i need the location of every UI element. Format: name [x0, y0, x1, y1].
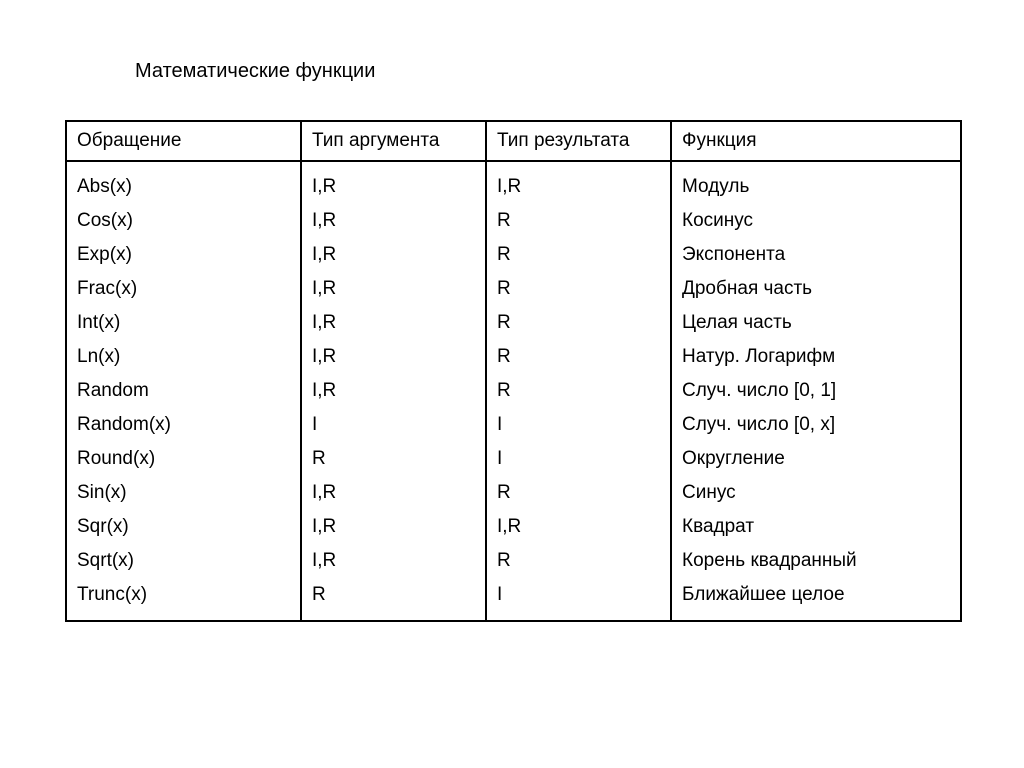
col-header-func: Функция — [671, 121, 961, 161]
cell-line: I,R — [312, 510, 475, 544]
cell-line: I,R — [312, 204, 475, 238]
page: Математические функции Обращение Тип арг… — [0, 0, 1024, 768]
table-header-row: Обращение Тип аргумента Тип результата Ф… — [66, 121, 961, 161]
cell-line: Frac(x) — [77, 272, 290, 306]
cell-line: R — [497, 204, 660, 238]
cell-line: I,R — [497, 170, 660, 204]
cell-line: R — [497, 374, 660, 408]
cell-line: Int(x) — [77, 306, 290, 340]
cell-line: I,R — [312, 340, 475, 374]
cell-line: I — [497, 578, 660, 612]
cell-line: I — [312, 408, 475, 442]
cell-line: Sqr(x) — [77, 510, 290, 544]
col-header-argtype: Тип аргумента — [301, 121, 486, 161]
cell-line: Ln(x) — [77, 340, 290, 374]
col-header-restype: Тип результата — [486, 121, 671, 161]
cell-line: I,R — [312, 544, 475, 578]
cell-line: Cos(x) — [77, 204, 290, 238]
cell-line: I,R — [312, 238, 475, 272]
cell-line: Ближайшее целое — [682, 578, 950, 612]
cell-line: R — [497, 476, 660, 510]
cell-line: Random — [77, 374, 290, 408]
cell-line: Round(x) — [77, 442, 290, 476]
cell-line: R — [312, 442, 475, 476]
cell-line: Косинус — [682, 204, 950, 238]
cell-line: Случ. число [0, 1] — [682, 374, 950, 408]
cell-line: Exp(x) — [77, 238, 290, 272]
cell-restype: I,RRRRRRRIIRI,RRI — [486, 161, 671, 621]
cell-line: Trunc(x) — [77, 578, 290, 612]
cell-line: R — [497, 238, 660, 272]
functions-table: Обращение Тип аргумента Тип результата Ф… — [65, 120, 962, 622]
cell-line: Random(x) — [77, 408, 290, 442]
cell-argtype: I,RI,RI,RI,RI,RI,RI,RIRI,RI,RI,RR — [301, 161, 486, 621]
cell-line: Sqrt(x) — [77, 544, 290, 578]
cell-line: R — [312, 578, 475, 612]
cell-line: Случ. число [0, x] — [682, 408, 950, 442]
col-header-call: Обращение — [66, 121, 301, 161]
cell-line: R — [497, 272, 660, 306]
cell-line: I,R — [312, 476, 475, 510]
cell-line: I,R — [312, 374, 475, 408]
table-head: Обращение Тип аргумента Тип результата Ф… — [66, 121, 961, 161]
cell-line: Корень квадранный — [682, 544, 950, 578]
cell-func: МодульКосинусЭкспонентаДробная частьЦела… — [671, 161, 961, 621]
cell-line: I,R — [312, 272, 475, 306]
cell-line: Abs(x) — [77, 170, 290, 204]
cell-line: Дробная часть — [682, 272, 950, 306]
cell-line: Sin(x) — [77, 476, 290, 510]
cell-line: Квадрат — [682, 510, 950, 544]
cell-line: Модуль — [682, 170, 950, 204]
cell-line: Целая часть — [682, 306, 950, 340]
page-title: Математические функции — [135, 60, 375, 83]
cell-line: Синус — [682, 476, 950, 510]
cell-line: R — [497, 306, 660, 340]
cell-line: Экспонента — [682, 238, 950, 272]
cell-line: I,R — [497, 510, 660, 544]
table-body: Abs(x)Cos(x)Exp(x)Frac(x)Int(x)Ln(x)Rand… — [66, 161, 961, 621]
cell-line: Округление — [682, 442, 950, 476]
cell-line: R — [497, 544, 660, 578]
table-row: Abs(x)Cos(x)Exp(x)Frac(x)Int(x)Ln(x)Rand… — [66, 161, 961, 621]
cell-line: Натур. Логарифм — [682, 340, 950, 374]
cell-line: I,R — [312, 306, 475, 340]
cell-line: I — [497, 442, 660, 476]
cell-line: I — [497, 408, 660, 442]
cell-call: Abs(x)Cos(x)Exp(x)Frac(x)Int(x)Ln(x)Rand… — [66, 161, 301, 621]
cell-line: R — [497, 340, 660, 374]
cell-line: I,R — [312, 170, 475, 204]
